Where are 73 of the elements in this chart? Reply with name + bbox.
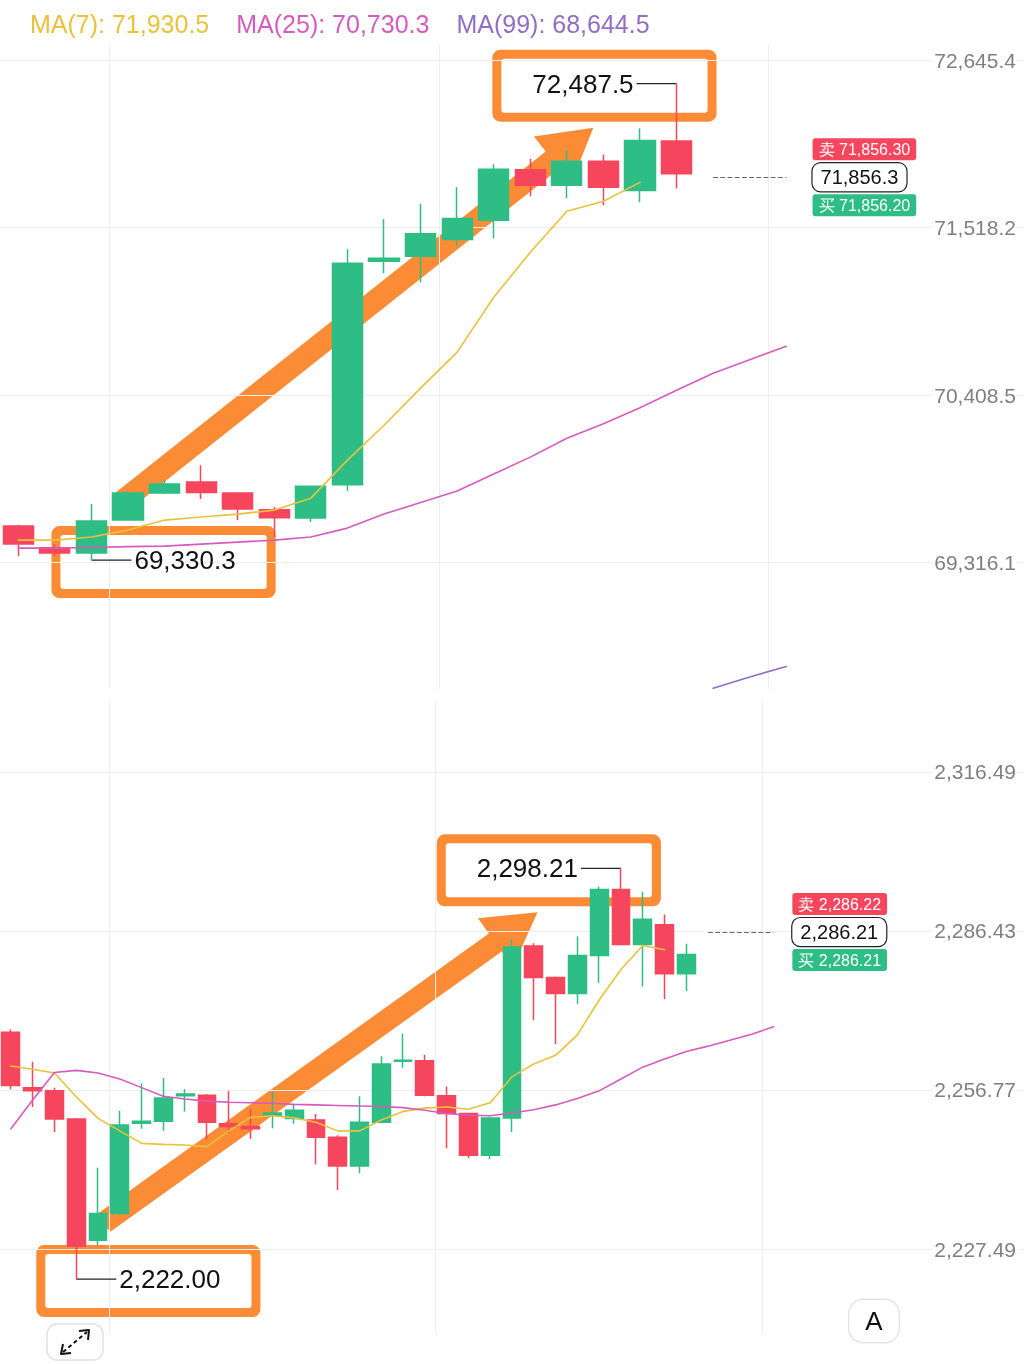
candlestick <box>2 523 35 557</box>
candlestick <box>197 1093 217 1141</box>
candlestick <box>294 484 327 523</box>
candlestick <box>550 149 583 200</box>
candlestick <box>66 1117 87 1280</box>
candlestick <box>477 163 510 240</box>
annotation: 69,330.3 <box>134 545 236 576</box>
annotation: 2,222.00 <box>119 1264 221 1295</box>
candlestick <box>349 1095 370 1174</box>
text: 买 71,856.20 <box>818 196 911 214</box>
candlestick <box>153 1077 174 1132</box>
candlestick <box>587 153 620 207</box>
annotation: 72,487.5 <box>532 68 634 99</box>
candlestick <box>514 158 547 198</box>
y-tick-label: 69,316.1 <box>934 550 1016 574</box>
candlestick <box>88 1167 108 1246</box>
candlestick <box>545 975 566 1045</box>
y-tick-label: 2,286.43 <box>934 919 1016 943</box>
line-series <box>17 345 788 549</box>
candlestick <box>221 491 254 521</box>
text: A <box>865 1306 884 1336</box>
text: 买 2,286.21 <box>798 951 882 969</box>
candlestick <box>218 1090 239 1134</box>
candlestick <box>441 186 474 247</box>
text: 71,856.3 <box>820 166 899 189</box>
candlestick <box>131 1082 152 1130</box>
text: MA(7): 71,930.5 <box>30 9 210 38</box>
candlestick <box>393 1033 413 1069</box>
candlestick <box>623 127 657 204</box>
candlestick <box>0 1028 21 1090</box>
candlestick <box>367 218 401 275</box>
text: MA(99): 68,644.5 <box>456 9 650 38</box>
y-tick-label: 2,316.49 <box>934 760 1016 784</box>
annotation: 2,298.21 <box>476 853 578 884</box>
candlestick <box>185 464 218 500</box>
candlestick <box>175 1088 196 1113</box>
line-series <box>10 1026 775 1130</box>
candlestick <box>523 942 544 1022</box>
candlestick <box>654 913 675 1000</box>
text: 2,286.21 <box>800 921 879 944</box>
candlestick <box>44 1086 65 1133</box>
y-tick-label: 2,227.49 <box>934 1237 1016 1261</box>
y-tick-label: 72,645.4 <box>934 48 1017 72</box>
y-tick-label: 70,408.5 <box>934 383 1016 407</box>
text: MA(25): 70,730.3 <box>236 9 430 38</box>
candlestick <box>632 890 653 988</box>
candlestick <box>262 1090 283 1129</box>
line-series <box>10 944 666 1148</box>
text: 卖 2,286.22 <box>798 895 882 913</box>
candlestick <box>371 1055 392 1125</box>
candlestick <box>306 1113 326 1166</box>
candlestick <box>240 1108 261 1140</box>
candlestick <box>404 203 437 284</box>
candlestick <box>589 885 610 984</box>
candlestick <box>327 1134 348 1191</box>
candlestick <box>111 489 145 522</box>
y-tick-label: 2,256.77 <box>934 1078 1016 1102</box>
candlestick <box>660 82 693 190</box>
candlestick <box>414 1054 435 1098</box>
candlestick <box>75 503 108 561</box>
candlestick <box>480 1116 501 1160</box>
candlestick <box>502 938 522 1133</box>
candlestick <box>458 1112 479 1159</box>
candlestick <box>331 248 364 492</box>
line-series <box>17 181 641 541</box>
candlestick <box>611 867 631 947</box>
candlestick <box>22 1061 43 1108</box>
candlestick <box>567 935 588 1005</box>
candlestick <box>148 479 181 495</box>
candlestick <box>109 1110 130 1216</box>
y-tick-label: 71,518.2 <box>934 216 1016 240</box>
text: 卖 71,856.30 <box>818 140 911 158</box>
candlestick <box>676 943 697 992</box>
